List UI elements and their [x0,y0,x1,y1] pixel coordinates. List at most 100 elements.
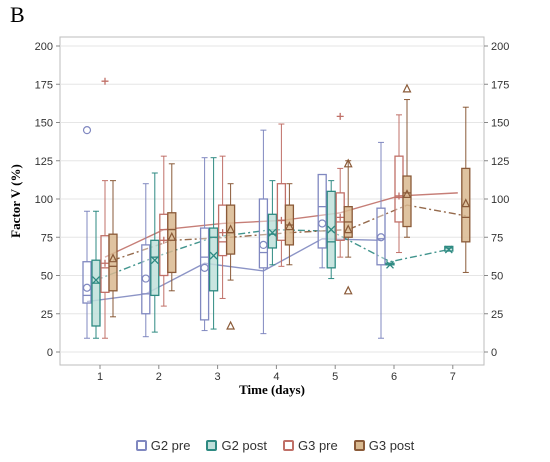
mean-marker-circle [318,219,327,228]
y-tick-label-left: 150 [35,118,53,130]
box-g3-post [225,183,236,330]
y-tick-label-right: 100 [491,194,509,206]
outlier [226,320,236,330]
legend-item: G2 pre [135,438,190,453]
box-iqr [394,155,404,223]
plot-frame [59,36,485,366]
box-g2-pre [258,129,269,335]
outlier [101,77,109,85]
box-iqr [402,175,412,228]
outlier [402,83,412,93]
mean-marker-circle [141,274,150,283]
box-iqr [258,198,269,269]
y-tick-label-right: 75 [491,232,503,244]
box-iqr [461,167,471,243]
mean-marker-triangle [402,189,412,199]
box-g2-pre [82,126,92,339]
mean-marker-x [327,225,336,234]
mean-marker-x [92,276,100,285]
box-g2-pre [317,173,327,269]
box-g3-pre [276,123,287,267]
panel-label: B [10,2,25,27]
outlier [343,285,353,295]
box-iqr [91,259,101,327]
boxes [82,77,471,339]
box-g2-post [91,210,101,339]
y-tick-label-right: 125 [491,156,509,168]
y-tick-label-right: 25 [491,309,503,321]
outlier [336,112,344,120]
legend-item: G3 pre [283,438,338,453]
box-iqr [150,239,160,297]
x-tick-label: 4 [273,371,279,383]
box-g2-post [150,172,160,333]
box-iqr [159,213,169,277]
mean-marker-x [209,251,218,260]
y-tick-label-right: 50 [491,271,503,283]
legend-swatch [283,440,294,451]
y-tick-label-right: 200 [491,41,509,53]
box-g3-post [402,83,412,238]
x-axis-title: Time (days) [239,382,305,397]
x-tick-label: 7 [450,371,456,383]
mean-marker-triangle [108,253,118,263]
box-g2-pre [376,141,386,339]
y-axis-title: Factor V (%) [8,164,23,238]
y-tick-label-left: 75 [41,232,53,244]
y-tick-label-left: 50 [41,271,53,283]
box-iqr [208,227,219,292]
box-g2-pre [141,183,151,338]
x-tick-label: 2 [156,371,162,383]
box-iqr [199,227,210,321]
mean-marker-circle [200,263,209,272]
box-g3-post [167,163,177,292]
legend-swatch [206,440,218,451]
mean-marker-plus [336,213,344,221]
box-iqr [276,183,287,241]
mean-marker-x [268,228,277,237]
mean-marker-x [386,260,394,269]
legend-item: G2 post [206,438,267,453]
legend-label: G3 post [368,438,415,453]
y-tick-label-left: 125 [35,156,53,168]
mean-marker-triangle [343,224,353,234]
mean-marker-plus [395,192,403,200]
box-g2-post [385,260,395,269]
mean-marker-plus [101,259,109,267]
box-g2-post [326,180,336,280]
x-tick-label: 6 [391,371,397,383]
legend-swatch [353,440,365,451]
legend-label: G3 pre [298,438,338,453]
gridlines [60,45,484,353]
box-g3-pre [335,112,345,258]
x-tick-label: 5 [332,371,338,383]
legend-label: G2 post [221,438,267,453]
box-iqr [267,213,278,249]
box-g2-post [444,245,454,254]
y-tick-label-left: 25 [41,309,53,321]
y-tick-label-left: 0 [47,347,53,359]
box-iqr [108,233,118,292]
box-g3-post [108,180,118,318]
box-iqr [167,212,177,274]
box-iqr [82,261,92,304]
legend-swatch [135,440,147,451]
outlier [343,158,353,168]
y-tick-label-left: 175 [35,79,53,91]
x-tick-label: 3 [215,371,221,383]
y-tick-label-right: 175 [491,79,509,91]
mean-marker-circle [82,283,92,292]
x-tick-label: 1 [97,371,103,383]
y-tick-label-left: 100 [35,194,53,206]
y-tick-label-right: 150 [491,118,509,130]
mean-marker-circle [259,240,268,249]
box-g2-post [208,157,219,330]
mean-marker-circle [376,233,386,242]
mean-marker-triangle [461,198,471,208]
box-g3-post [461,106,471,273]
mean-marker-plus [160,236,168,244]
mean-marker-plus [277,216,285,224]
box-g3-pre [159,155,169,307]
